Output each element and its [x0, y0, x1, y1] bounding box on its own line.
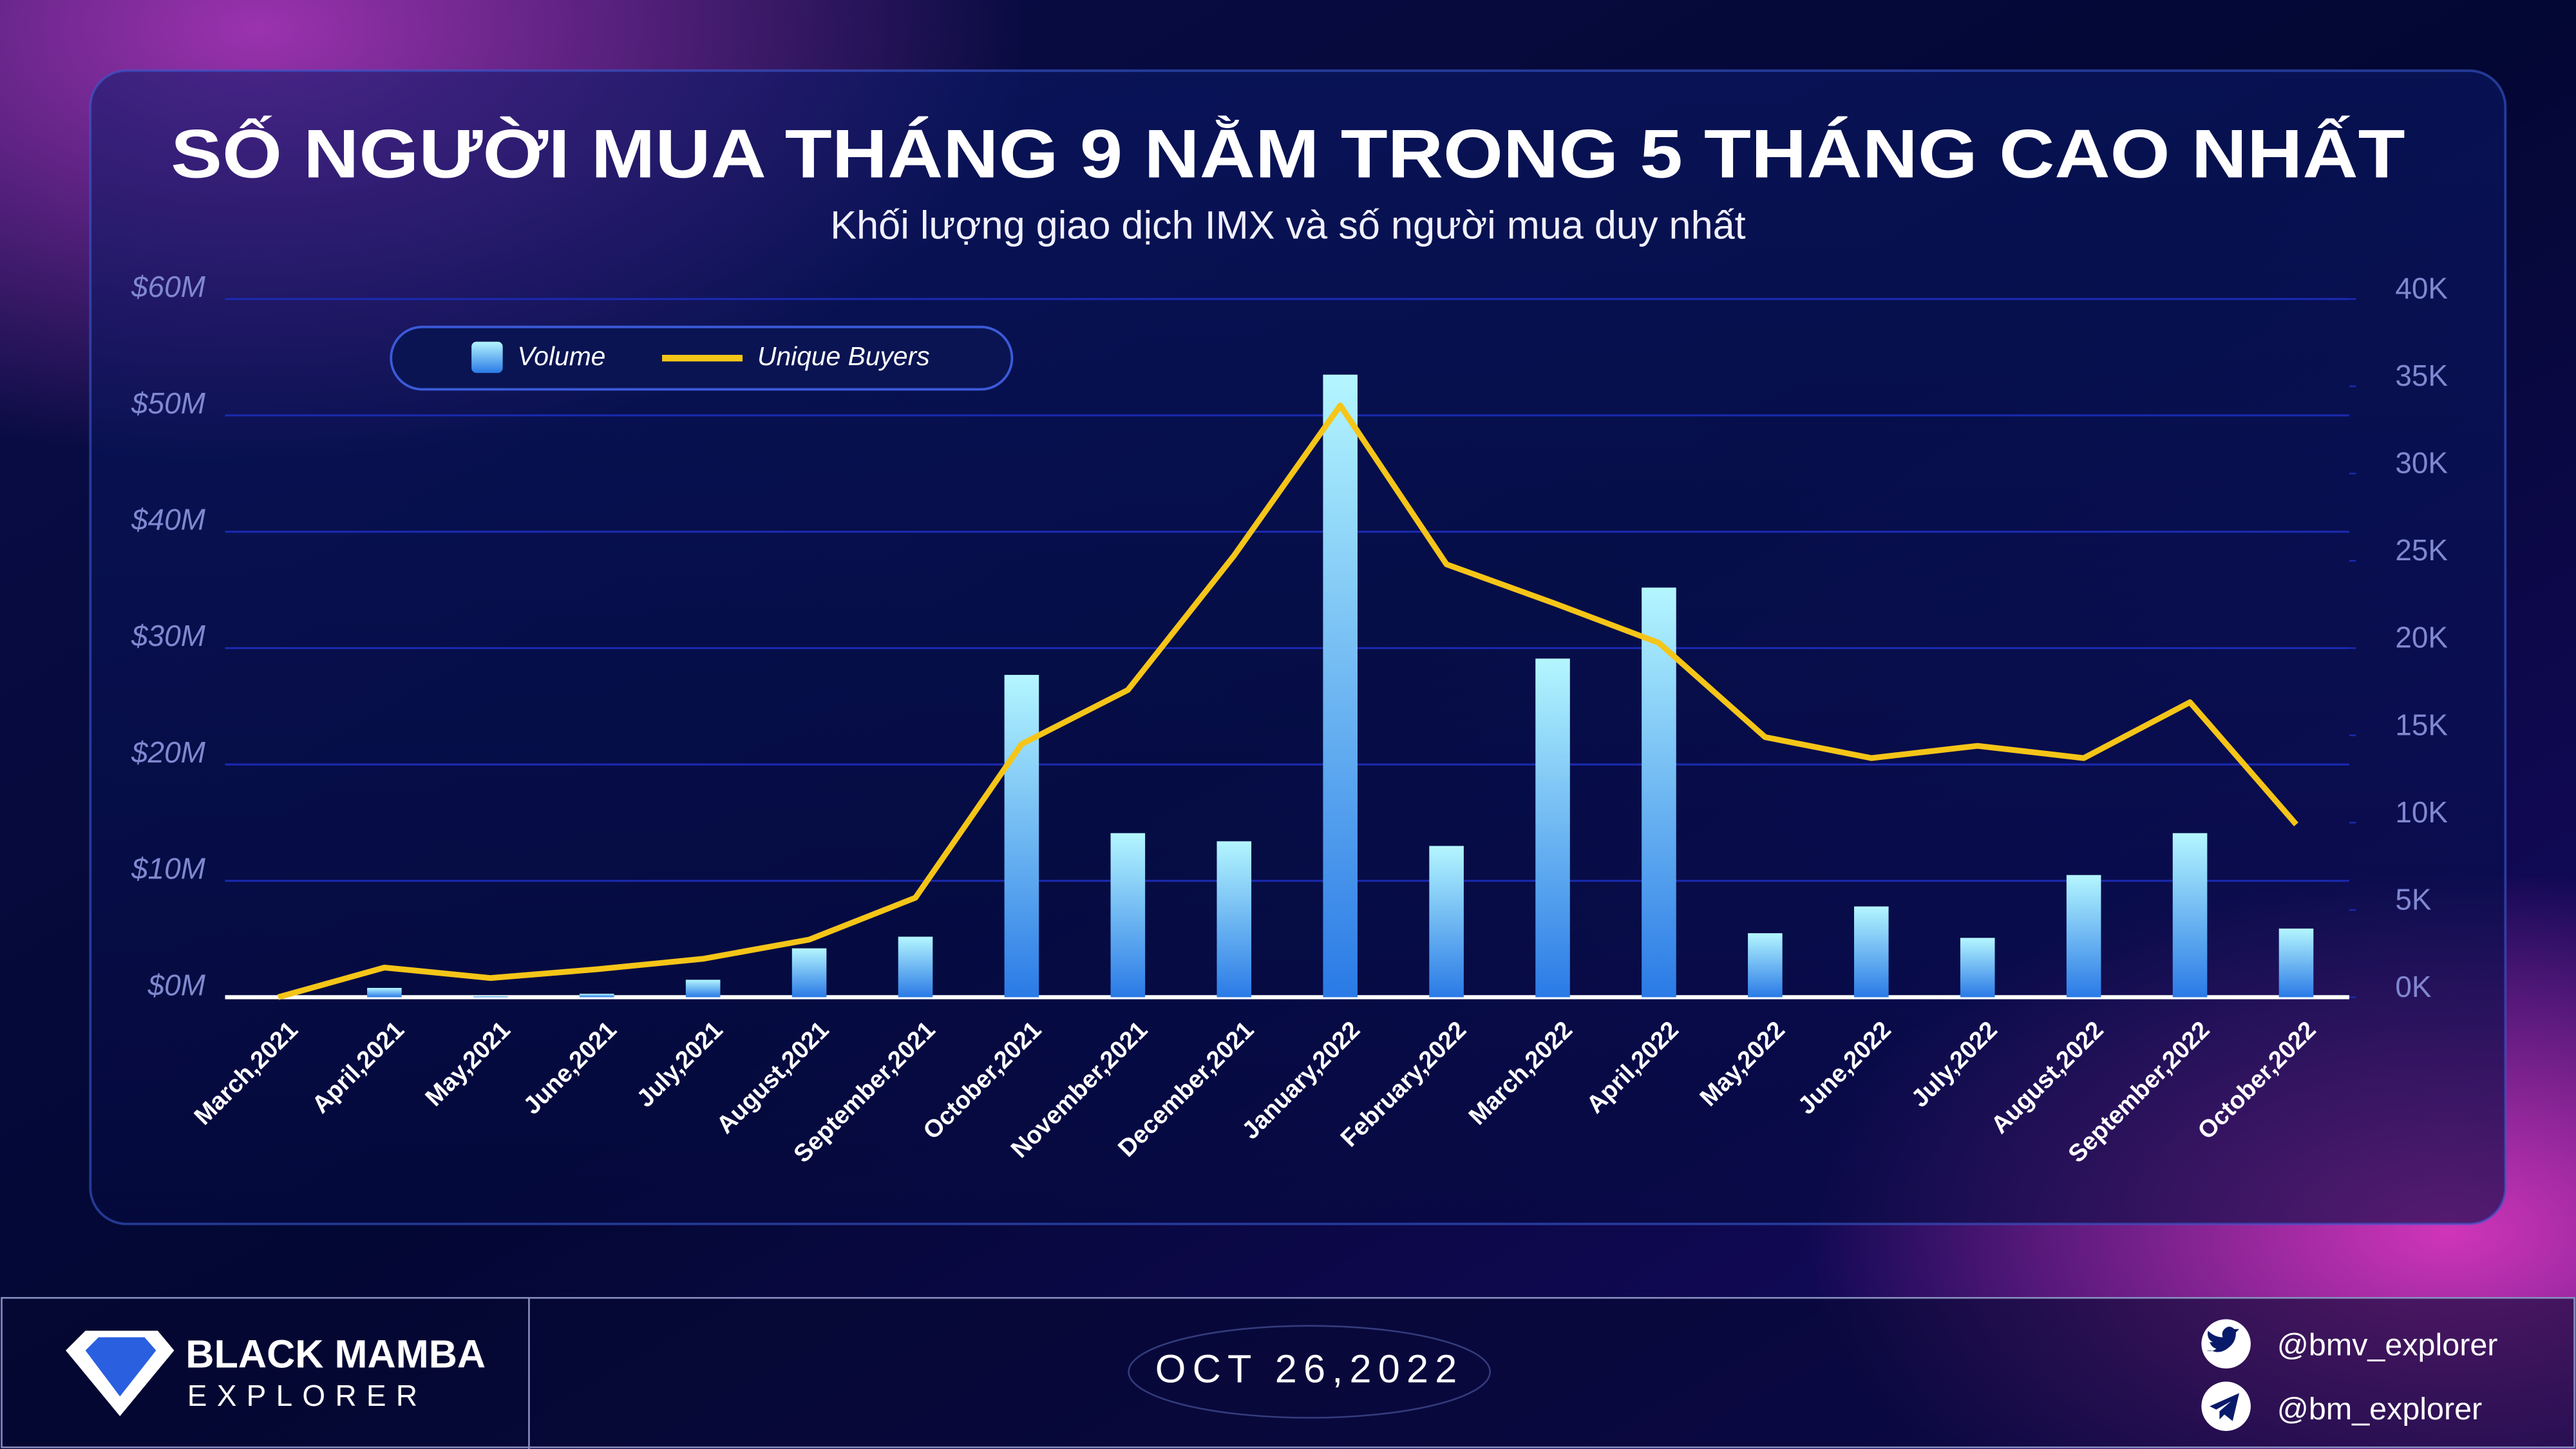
- bar: [2172, 833, 2208, 998]
- legend-label: Unique Buyers: [757, 341, 930, 371]
- bar: [685, 980, 721, 998]
- brand: BLACK MAMBA: [185, 1332, 486, 1376]
- y2-tick-label: 0K: [2395, 970, 2432, 1003]
- y2-tick-label: 10K: [2395, 795, 2448, 829]
- bar: [2066, 875, 2101, 998]
- y2-tick-label: 20K: [2395, 621, 2448, 654]
- y-tick-label: $20M: [131, 735, 206, 769]
- bar: [367, 988, 402, 998]
- footer: [1, 1297, 2575, 1448]
- bar: [473, 996, 508, 998]
- y-tick-label: $30M: [131, 619, 206, 652]
- bar: [1960, 938, 1995, 998]
- twitter-glyph: [2206, 1326, 2240, 1352]
- bar: [898, 936, 933, 998]
- bar: [1110, 833, 1146, 998]
- bar: [1642, 587, 1676, 998]
- telegram-glyph: [2210, 1393, 2240, 1421]
- bar: [2278, 928, 2314, 998]
- bar: [1748, 933, 1783, 998]
- legend-swatch: [471, 341, 503, 374]
- legend-label: Volume: [518, 341, 606, 371]
- bar: [1429, 846, 1464, 998]
- logo: [85, 1337, 156, 1397]
- y2-tick-label: 30K: [2395, 446, 2448, 480]
- bar: [1217, 841, 1252, 998]
- subtitle: Khối lượng giao dịch IMX và số người mua…: [830, 204, 1745, 247]
- y2-tick-label: 35K: [2395, 359, 2448, 392]
- y-tick-label: $60M: [131, 270, 206, 303]
- date: OCT 26,2022: [1155, 1347, 1464, 1390]
- y2-tick-label: 40K: [2395, 272, 2448, 305]
- bar: [1323, 374, 1358, 998]
- bar: [579, 994, 614, 998]
- handle[interactable]: @bm_explorer: [2277, 1392, 2483, 1426]
- y2-tick-label: 5K: [2395, 882, 2432, 916]
- handle[interactable]: @bmv_explorer: [2277, 1328, 2498, 1363]
- y-tick-label: $0M: [147, 968, 206, 1001]
- date-ring: [1128, 1325, 1492, 1419]
- title: SỐ NGƯỜI MUA THÁNG 9 NẰM TRONG 5 THÁNG C…: [171, 115, 2405, 193]
- brand-sub: EXPLORER: [187, 1379, 427, 1412]
- y-tick-label: $10M: [131, 852, 206, 886]
- y-tick-label: $50M: [131, 386, 206, 420]
- line: [277, 402, 2298, 1000]
- bar: [791, 948, 827, 998]
- bar: [1854, 906, 1889, 998]
- bar: [1004, 674, 1039, 998]
- y2-tick-label: 15K: [2395, 708, 2448, 741]
- y-tick-label: $40M: [131, 502, 206, 536]
- bar: [1535, 658, 1570, 998]
- y2-tick-label: 25K: [2395, 533, 2448, 567]
